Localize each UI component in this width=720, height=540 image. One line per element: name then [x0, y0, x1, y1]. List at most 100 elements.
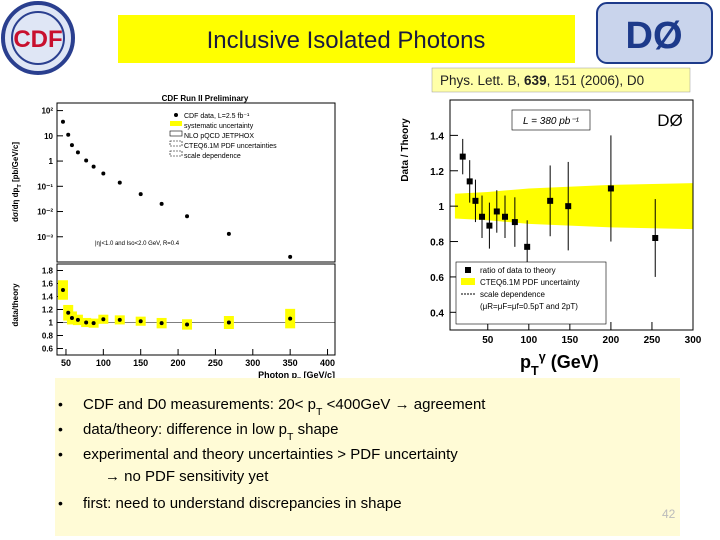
data-point — [486, 222, 493, 229]
text-segment: T — [287, 431, 294, 443]
reference: Phys. Lett. B, 639, 151 (2006), D0 — [440, 73, 644, 88]
ratio-point — [288, 316, 293, 321]
y-tick-label: 1 — [49, 319, 54, 328]
ratio-point — [185, 322, 190, 327]
y-tick-label: 1 — [438, 202, 444, 213]
bullet-note: → no PDF sensitivity yet — [105, 468, 269, 485]
text-segment: first: need to understand discrepancies … — [83, 495, 402, 512]
text-segment: [pb/GeV/c] — [11, 142, 20, 185]
y-tick-label: 0.4 — [430, 308, 444, 319]
info-box — [511, 109, 591, 131]
text-segment: , 151 (2006), D0 — [547, 73, 645, 88]
legend-swatch — [174, 113, 178, 117]
legend-label: CDF data, L=2.5 fb⁻¹ — [184, 113, 250, 120]
text-segment: experimental and theory uncertainties > … — [83, 446, 458, 463]
ratio-point — [138, 319, 143, 324]
page-number: 42 — [662, 507, 676, 521]
y-tick-label: 10⁻¹ — [37, 182, 53, 191]
data-point — [511, 219, 518, 226]
x-tick-label: 100 — [96, 358, 111, 368]
data-point — [159, 201, 164, 206]
y-tick-label: 0.6 — [42, 345, 54, 354]
ratio-point — [84, 320, 89, 325]
y-tick-label: 1.2 — [430, 167, 444, 178]
legend-label: (μR=μF=μf=0.5pT and 2pT) — [480, 302, 578, 311]
y-tick-label: 0.6 — [430, 273, 444, 284]
bullet-box — [55, 378, 680, 536]
ratio-point — [117, 317, 122, 322]
ratio-point — [101, 317, 106, 322]
data-point — [226, 231, 231, 236]
text-segment: (GeV) — [546, 352, 599, 372]
y-tick-label: 10 — [44, 132, 53, 141]
ratio-point — [60, 288, 65, 292]
data-point — [547, 197, 554, 204]
y-tick-label: 1.4 — [430, 131, 444, 142]
logo-text: DØ — [626, 15, 683, 57]
text-segment: Photon p — [258, 370, 297, 380]
x-tick-label: 350 — [283, 358, 298, 368]
text-segment: CDF and D0 measurements: 20< p — [83, 396, 316, 413]
data-point — [472, 197, 479, 204]
legend-swatch — [461, 278, 475, 285]
title-box — [118, 15, 575, 63]
x-tick-label: 250 — [208, 358, 223, 368]
x-tick-label: 400 — [320, 358, 335, 368]
frame — [449, 99, 694, 331]
data-point — [565, 203, 572, 210]
left-plot: 10² 10 1 10⁻¹ 10⁻² 10⁻³ 1.8 1.6 1.4 1.2 1 0.8 0.6 50 1… — [11, 94, 336, 384]
data-point — [459, 153, 466, 160]
legend-swatch — [465, 267, 471, 273]
annotation: |η|<1.0 and Iso<2.0 GeV, R=0.4 — [95, 241, 180, 247]
data-point — [466, 178, 473, 185]
y-tick-label: 0.8 — [430, 238, 444, 249]
bullet-list: • CDF and D0 measurements: 20< pT <400GeV… — [58, 396, 486, 512]
x-tick-label: 300 — [685, 335, 702, 346]
x-tick-label: 100 — [520, 335, 537, 346]
frame — [56, 102, 336, 263]
bullet-marker: • — [58, 495, 63, 511]
ratio-point — [159, 321, 164, 326]
d0-logo: DØ — [596, 2, 713, 64]
data-point — [60, 119, 65, 124]
text-segment: γ — [539, 350, 546, 364]
y-tick-label: 10² — [41, 107, 53, 116]
data-point — [607, 185, 614, 192]
text-segment: Phys. Lett. B, — [440, 73, 524, 88]
bullet-text: first: need to understand discrepancies … — [83, 495, 402, 512]
x-tick-label: 150 — [562, 335, 579, 346]
legend-box — [455, 261, 607, 325]
text-segment: 639 — [524, 73, 547, 88]
legend-label: scale dependence — [184, 153, 241, 160]
data-point — [652, 235, 659, 241]
luminosity: L = 380 pb⁻¹ — [523, 116, 580, 127]
ratio-point — [66, 310, 71, 315]
x-tick-label: 250 — [644, 335, 661, 346]
data-point — [75, 150, 80, 155]
data-point — [502, 213, 509, 220]
logo-text: CDF — [13, 26, 62, 53]
bullet-marker: • — [58, 396, 63, 412]
slide-title: Inclusive Isolated Photons — [207, 27, 486, 54]
y-tick-label: 10⁻² — [37, 208, 53, 217]
bullet-marker: • — [58, 421, 63, 437]
text-segment: T — [17, 184, 23, 188]
bullet-marker: • — [58, 446, 63, 462]
text-segment: T — [316, 406, 323, 418]
reference-box — [431, 67, 691, 93]
text-segment: <400GeV → agreement — [322, 396, 486, 413]
x-tick-label: 50 — [482, 335, 494, 346]
left-plot-area — [10, 95, 347, 382]
text-segment: p — [520, 352, 531, 372]
y-axis-label: dσ/dη dpT [pb/GeV/c] — [11, 142, 23, 222]
legend-label: CTEQ6.1M PDF uncertainties — [184, 143, 277, 150]
data-point — [524, 243, 531, 250]
text-segment: data/theory: difference in low p — [83, 421, 287, 438]
legend-swatch — [170, 121, 182, 126]
logo-ring — [11, 11, 65, 65]
text-segment: dσ/dη dp — [11, 188, 20, 222]
y-tick-label: 0.8 — [42, 332, 54, 341]
axis-caption: pTγ (GeV) — [520, 350, 599, 378]
legend-label: scale dependence — [480, 290, 545, 299]
